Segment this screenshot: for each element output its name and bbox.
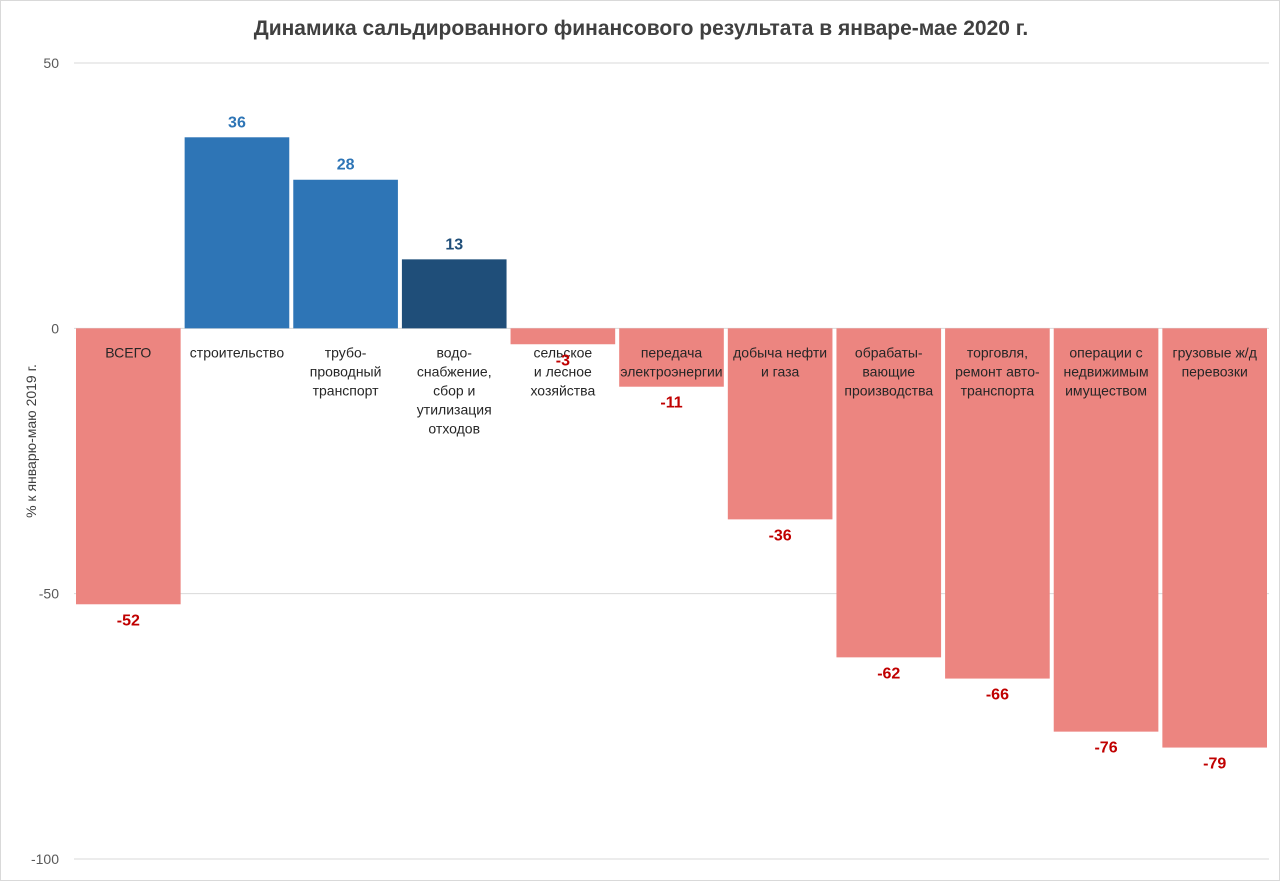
category-label-line: сбор и xyxy=(433,382,475,398)
category-label-line: строительство xyxy=(190,344,285,360)
bar xyxy=(76,328,181,604)
data-label: -3 xyxy=(556,352,570,369)
category-label: строительство xyxy=(190,344,285,360)
category-label-line: вающие xyxy=(862,363,915,379)
data-label: 28 xyxy=(337,157,355,174)
category-label-line: и газа xyxy=(761,363,800,379)
data-label: -66 xyxy=(986,687,1009,704)
bar xyxy=(293,180,398,329)
bar xyxy=(402,259,507,328)
category-label-line: снабжение, xyxy=(417,363,492,379)
category-label-line: водо- xyxy=(437,344,473,360)
y-tick-label: 0 xyxy=(51,320,59,336)
category-label-line: хозяйства xyxy=(530,382,595,398)
category-label: ВСЕГО xyxy=(105,344,151,360)
y-tick-label: 50 xyxy=(43,55,59,71)
bar-chart: Динамика сальдированного финансового рез… xyxy=(1,1,1279,880)
bar xyxy=(511,328,616,344)
category-label-line: ВСЕГО xyxy=(105,344,151,360)
category-label-line: недвижимым xyxy=(1063,363,1148,379)
category-label-line: отходов xyxy=(428,420,480,436)
bar xyxy=(185,137,290,328)
y-tick-label: -100 xyxy=(31,851,59,867)
category-label: операции с недвижимым имуществом xyxy=(1063,344,1148,398)
category-label-line: грузовые ж/д xyxy=(1172,344,1256,360)
category-label: торговля, ремонт авто-транспорта xyxy=(955,344,1040,398)
data-label: -79 xyxy=(1203,756,1226,773)
category-label-line: торговля, xyxy=(967,344,1028,360)
y-tick-label: -50 xyxy=(39,586,59,602)
data-label: -52 xyxy=(117,612,140,629)
category-label-line: перевозки xyxy=(1182,363,1248,379)
y-axis-label: % к январю-маю 2019 г. xyxy=(23,364,39,518)
chart-title: Динамика сальдированного финансового рез… xyxy=(254,17,1029,40)
category-label-line: утилизация xyxy=(417,401,492,417)
chart-frame: Динамика сальдированного финансового рез… xyxy=(0,0,1280,881)
category-label-line: транспорт xyxy=(313,382,380,398)
category-label-line: добыча нефти xyxy=(733,344,827,360)
bars xyxy=(76,137,1267,747)
category-label-line: производства xyxy=(844,382,933,398)
data-label: -62 xyxy=(877,665,900,682)
data-label: -36 xyxy=(769,527,792,544)
category-label-line: имуществом xyxy=(1065,382,1147,398)
data-label: 36 xyxy=(228,114,246,131)
category-label-line: транспорта xyxy=(961,382,1035,398)
data-label: -11 xyxy=(660,395,682,412)
category-label-line: обрабаты- xyxy=(855,344,923,360)
bar xyxy=(1162,328,1267,747)
bar xyxy=(945,328,1050,678)
category-label-line: передача xyxy=(641,344,703,360)
category-label: трубо-проводный транспорт xyxy=(310,344,382,398)
category-label-line: трубо- xyxy=(325,344,367,360)
category-label-line: проводный xyxy=(310,363,382,379)
category-label-line: электроэнергии xyxy=(620,363,722,379)
data-label: -76 xyxy=(1094,740,1117,757)
category-label-line: ремонт авто- xyxy=(955,363,1040,379)
category-label: водо-снабжение, сбор и утилизация отходов xyxy=(417,344,492,436)
category-label-line: операции с xyxy=(1069,344,1142,360)
data-label: 13 xyxy=(445,236,463,253)
